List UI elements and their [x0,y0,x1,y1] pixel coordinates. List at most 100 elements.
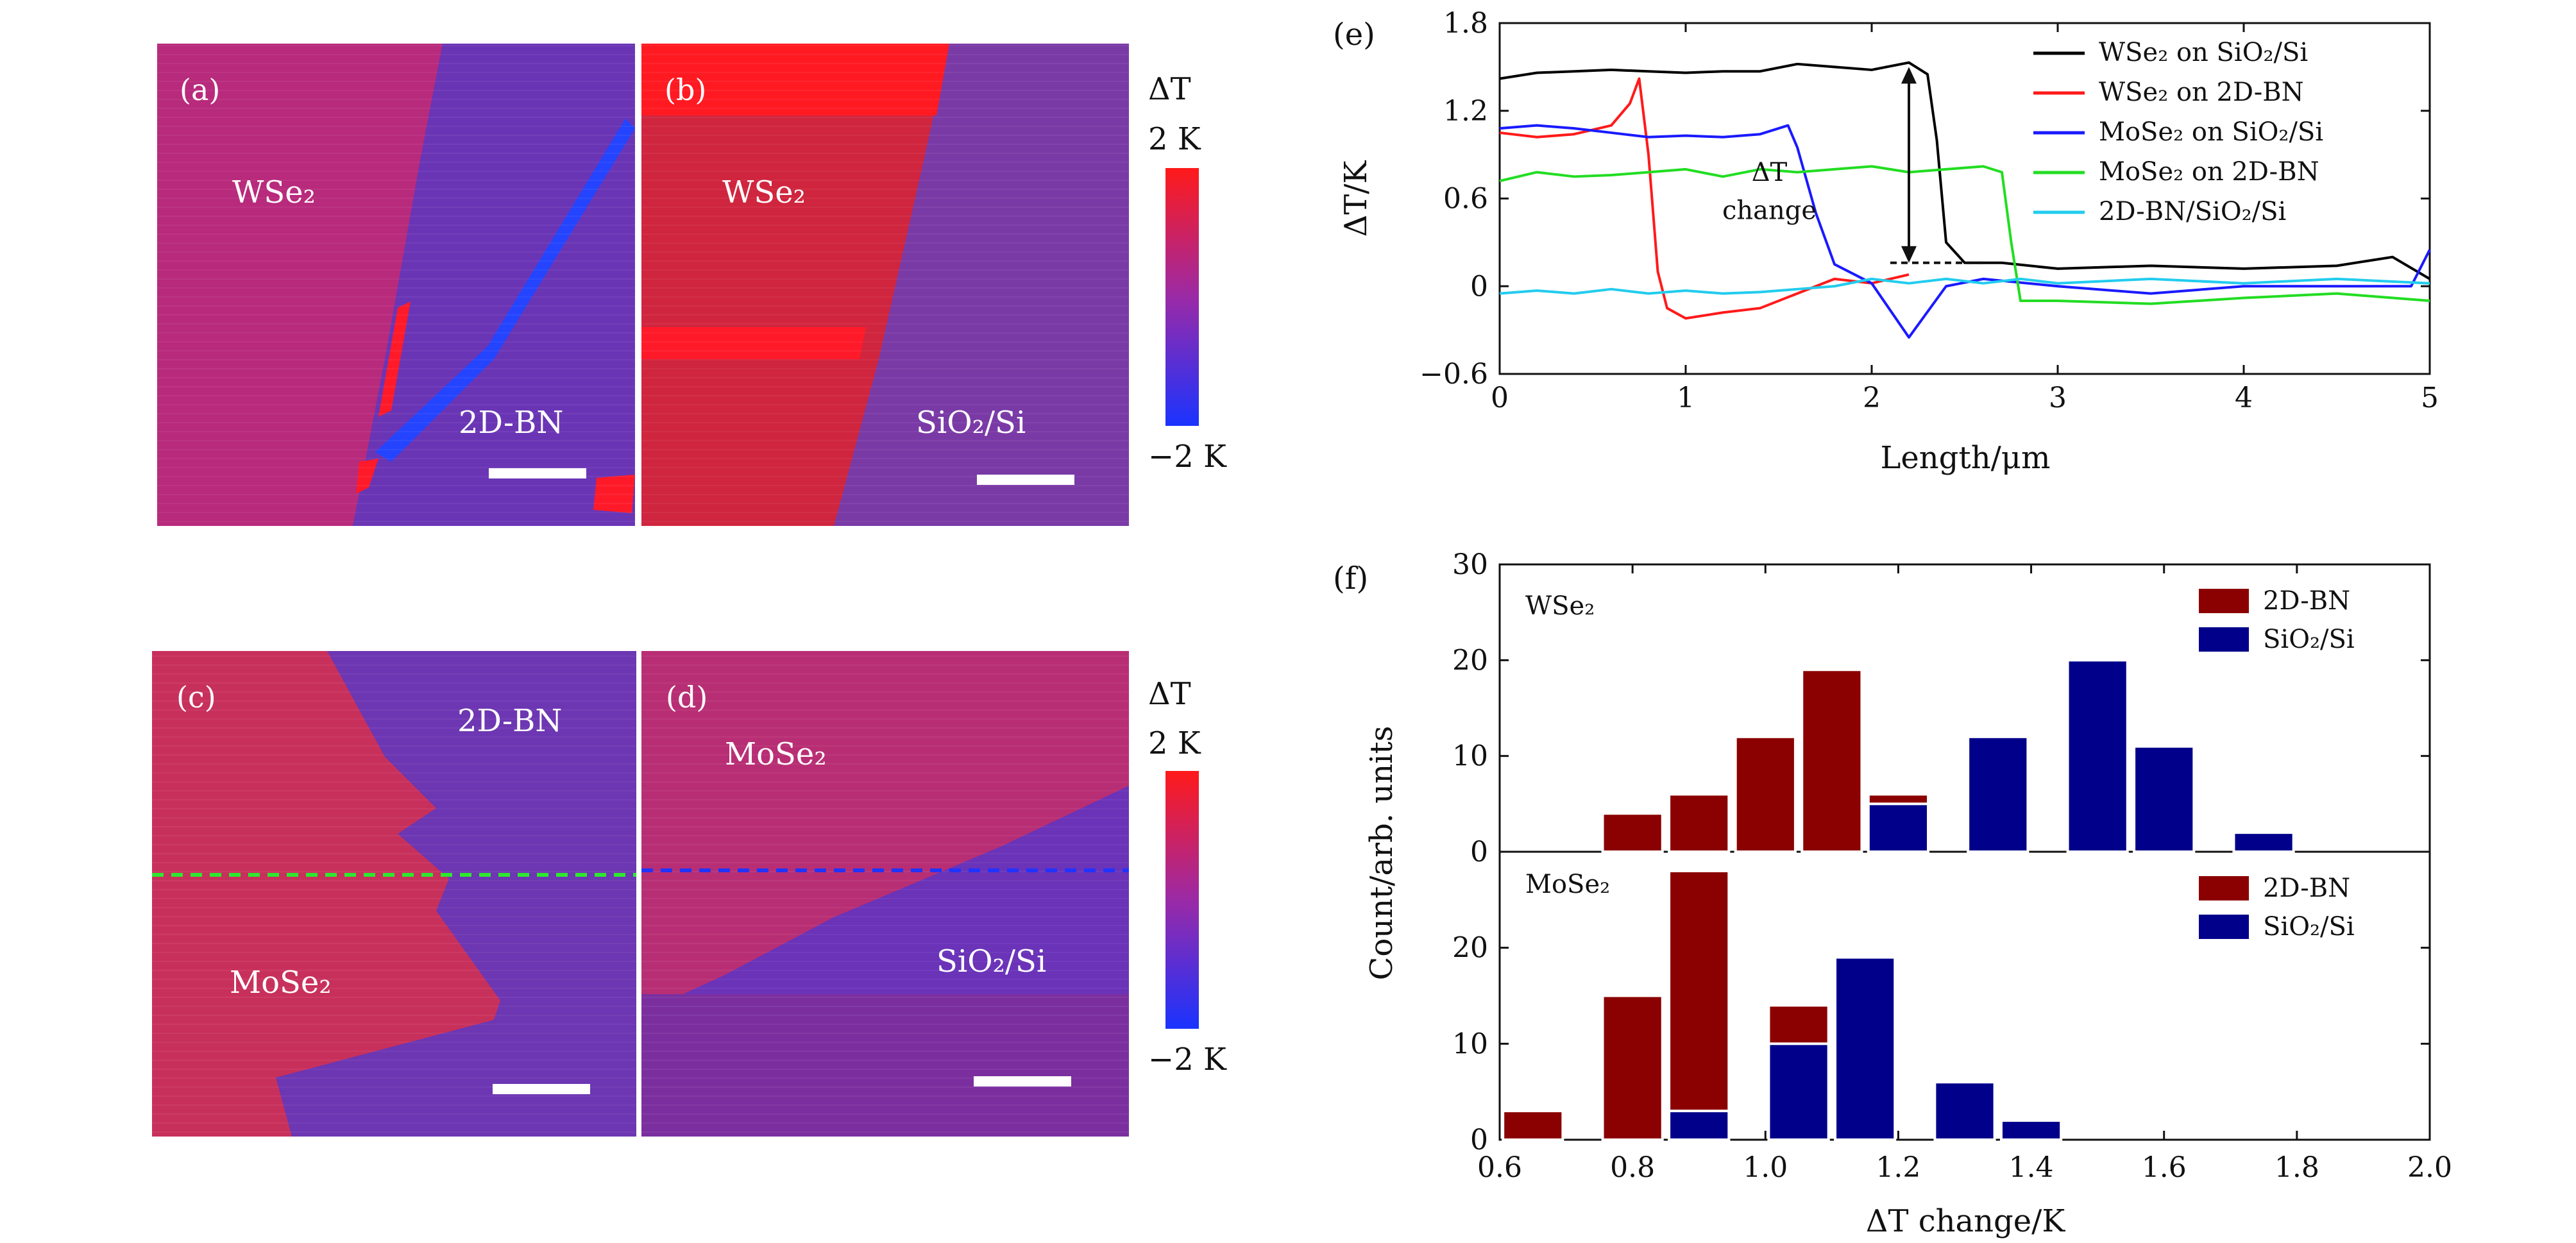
x-tick-label-f: 1.4 [2009,1151,2054,1184]
x-axis-label-e: Length/μm [1880,440,2050,476]
bar-wse-sio-si [2066,659,2129,854]
x-tick-label-f: 2.0 [2407,1151,2452,1184]
panel-label-b: (b) [665,72,706,107]
y-tick-label-e: 1.2 [1443,95,1488,128]
colorbar-bottom-min: −2 K [1148,1042,1227,1078]
x-tick-label-e: 2 [1863,382,1881,414]
series-line-2d-bn-sio-si [1499,277,2430,295]
series-line-mose-on-sio-si [1499,124,2431,339]
x-tick-label-f: 1.2 [1876,1151,1920,1184]
colorbar-top-max: 2 K [1148,121,1201,157]
bar-wse-sio-si [2232,831,2295,853]
map-d-material: MoSe₂ [725,736,827,772]
annotation-text-line1: ΔT [1752,158,1788,187]
subplot-title-wse2: WSe₂ [1525,591,1595,621]
y-tick-label-f: 0 [1470,1124,1488,1156]
map-d-substrate: SiO₂/Si [936,943,1046,979]
map-c-substrate: 2D-BN [457,703,562,739]
colorbar-bottom-gradient [1165,771,1199,1029]
map-panel-b: (b) WSe₂ SiO₂/Si [641,44,1129,526]
legend-f: 2D-BN SiO₂/Si 2D-BN SiO₂/Si [2199,586,2355,942]
map-panel-a: (a) WSe₂ 2D-BN [157,44,635,526]
panel-label-f: (f) [1333,561,1368,596]
y-axis-label-f: Count/arb. units [1364,726,1400,981]
map-panel-d: (d) MoSe₂ SiO₂/Si [641,651,1129,1137]
y-tick-label-e: 0.6 [1443,183,1488,216]
scale-bar-c [493,1084,590,1094]
y-tick-label-f: 0 [1470,836,1488,868]
bar-mose-2d-bn [1668,869,1731,1142]
colorbar-bottom-max: 2 K [1148,725,1201,761]
legend-label-mose-sio-si: SiO₂/Si [2263,912,2355,942]
legend-swatch-mose-sio-si [2199,915,2249,939]
y-axis-label-e: ΔT/K [1338,160,1374,237]
bar-wse-sio-si [1867,802,1930,854]
y-tick-label-e: −0.6 [1419,358,1488,391]
bar-wse-2d-bn [1734,735,1797,854]
x-axis-label-f: ΔT change/K [1866,1203,2066,1239]
legend-swatch-mose-2d-bn [2199,876,2249,901]
y-tick-label-f: 30 [1452,548,1488,581]
map-b-substrate: SiO₂/Si [916,405,1026,441]
bar-wse-2d-bn [1801,668,1863,854]
scale-bar-d [974,1076,1071,1087]
plot-frame-e [1498,22,2431,375]
x-tick-label-f: 1.6 [2142,1151,2187,1184]
colorbar-top: ΔT 2 K −2 K [1148,71,1227,475]
legend-label-wse-2d-bn: 2D-BN [2263,586,2350,616]
x-tick-label-e: 4 [2235,382,2253,414]
map-b-material: WSe₂ [722,174,806,210]
y-tick-label-f: 20 [1452,932,1488,965]
bar-wse-2d-bn [1601,812,1664,854]
delta-arrow-head-down [1901,246,1917,263]
panel-label-c: (c) [176,680,216,715]
map-panel-c: (c) MoSe₂ 2D-BN [152,651,636,1137]
panel-label-a: (a) [180,72,220,107]
annotation-e: ΔT change [1722,67,1983,264]
bar-wse-sio-si [2133,745,2196,853]
x-tick-label-e: 0 [1491,382,1509,414]
colorbar-bottom: ΔT 2 K −2 K [1148,676,1227,1078]
x-tick-label-e: 1 [1677,382,1695,414]
bar-mose-sio-si [1767,1042,1830,1142]
series-line-mose-on-2d-bn [1499,165,2430,305]
bar-mose-2d-bn [1502,1110,1564,1141]
axis-ticks-e: 0 1 2 3 4 5−0.600.61.21.8 [1419,7,2439,414]
legend-label-mose-on-2d-bn: MoSe₂ on 2D-BN [2099,157,2319,187]
x-tick-label-e: 3 [2049,382,2067,414]
legend-label-wse-on-sio-si: WSe₂ on SiO₂/Si [2099,38,2308,67]
series-lines-e [1499,61,2431,339]
y-tick-label-f: 10 [1452,740,1488,773]
bar-wse-2d-bn [1668,793,1731,854]
legend-label-mose-on-sio-si: MoSe₂ on SiO₂/Si [2099,117,2323,147]
bar-wse-sio-si [1967,735,2029,854]
legend-label-2d-bn-sio-si: 2D-BN/SiO₂/Si [2099,197,2286,226]
colorbar-top-title: ΔT [1148,71,1191,107]
y-tick-label-f: 20 [1452,644,1488,677]
bar-mose-sio-si [1668,1110,1731,1141]
x-tick-label-e: 5 [2421,382,2439,414]
map-a-material: WSe₂ [232,174,316,210]
y-tick-label-f: 10 [1452,1027,1488,1060]
bar-mose-sio-si [1933,1081,1996,1141]
legend-label-wse-on-2d-bn: WSe₂ on 2D-BN [2099,78,2304,107]
panel-label-d: (d) [666,680,708,715]
bar-mose-sio-si [1999,1119,2063,1141]
colorbar-top-gradient [1165,168,1199,426]
y-tick-label-e: 0 [1470,270,1488,303]
map-c-material: MoSe₂ [230,965,332,1001]
bar-mose-2d-bn [1601,994,1664,1141]
scale-bar-a [489,468,586,478]
scale-bar-b [977,475,1074,485]
x-tick-label-f: 1.8 [2275,1151,2319,1184]
x-tick-label-f: 1.0 [1743,1151,1788,1184]
map-a-substrate: 2D-BN [459,405,563,441]
delta-arrow-head-up [1901,67,1917,84]
annotation-text-line2: change [1722,196,1817,225]
bars-f [1502,659,2295,1142]
panel-label-e: (e) [1333,17,1375,53]
bar-mose-sio-si [1834,956,1897,1141]
subplot-title-mose2: MoSe₂ [1525,870,1610,899]
